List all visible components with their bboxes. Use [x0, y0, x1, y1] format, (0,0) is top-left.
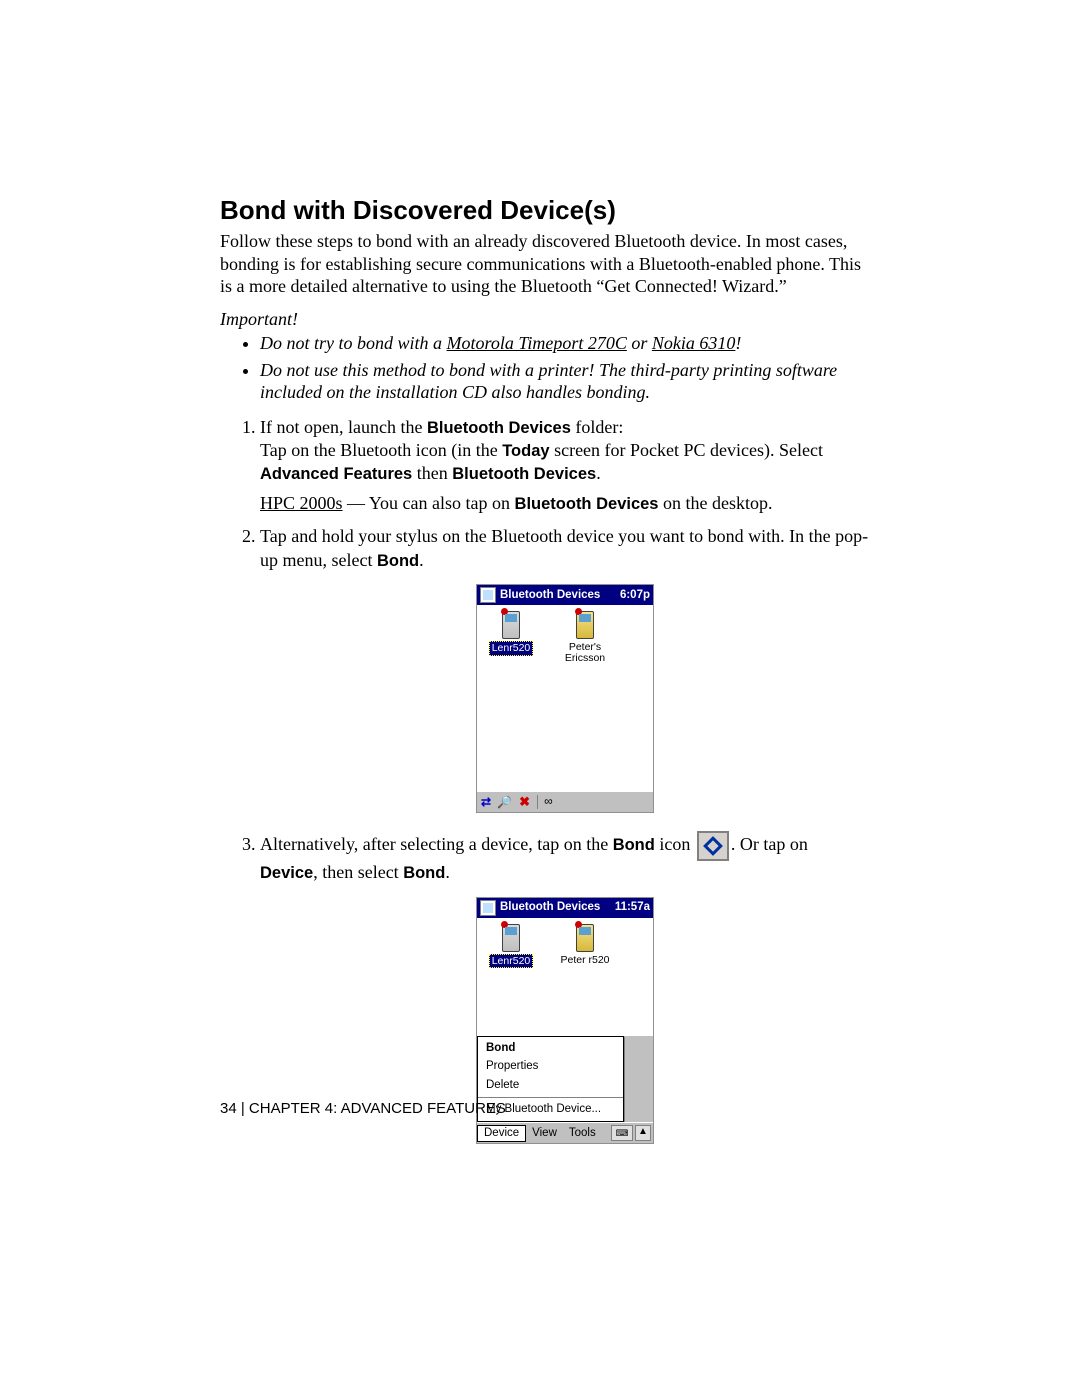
intro-paragraph: Follow these steps to bond with an alrea… — [220, 230, 870, 298]
text: If not open, launch the — [260, 417, 427, 437]
device-item[interactable]: Peter's Ericsson — [557, 611, 613, 664]
bold-text: Advanced Features — [260, 465, 412, 483]
text: . — [419, 550, 424, 570]
page-number: 34 — [220, 1100, 237, 1117]
text: . Or tap on — [731, 834, 808, 854]
text: on the desktop. — [658, 493, 772, 513]
text: . — [445, 862, 450, 882]
device-item[interactable]: Peter r520 — [557, 924, 613, 967]
bold-text: Bond — [613, 836, 655, 854]
step-2: Tap and hold your stylus on the Bluetoot… — [260, 525, 870, 813]
device-label: Peter's Ericsson — [563, 641, 607, 664]
text: | — [237, 1100, 249, 1117]
phone-icon — [576, 611, 594, 639]
text: icon — [655, 834, 691, 854]
text: Alternatively, after selecting a device,… — [260, 834, 613, 854]
delete-icon[interactable]: ✖ — [519, 796, 531, 808]
text: Tap and hold your stylus on the Bluetoot… — [260, 526, 868, 569]
screenshot-1: Bluetooth Devices 6:07p Lenr520 Peter's — [476, 584, 654, 813]
menu-item-bond[interactable]: Bond — [478, 1039, 623, 1058]
important-list: Do not try to bond with a Motorola Timep… — [220, 332, 870, 404]
section-heading: Bond with Discovered Device(s) — [220, 195, 870, 226]
menubar-view[interactable]: View — [526, 1126, 563, 1141]
device-label: Peter r520 — [558, 954, 611, 967]
menu-item-properties[interactable]: Properties — [478, 1057, 623, 1076]
clock: 6:07p — [620, 588, 650, 603]
phone-icon — [576, 924, 594, 952]
clock: 11:57a — [615, 900, 650, 915]
device-canvas: Lenr520 Peter's Ericsson — [477, 605, 653, 791]
bullet-item-2: Do not use this method to bond with a pr… — [260, 359, 870, 404]
step-3: Alternatively, after selecting a device,… — [260, 831, 870, 1144]
bullet-item-1: Do not try to bond with a Motorola Timep… — [260, 332, 870, 355]
link-nokia: Nokia 6310 — [652, 333, 736, 353]
window-icon — [480, 587, 496, 603]
menubar-device[interactable]: Device — [477, 1125, 526, 1142]
screenshot-1-titlebar: Bluetooth Devices 6:07p — [477, 585, 653, 605]
bold-text: Bond — [403, 864, 445, 882]
separator — [537, 795, 538, 809]
device-label: Lenr520 — [489, 954, 534, 969]
steps-list: If not open, launch the Bluetooth Device… — [220, 416, 870, 1145]
bond-toolbar-icon — [697, 831, 729, 861]
page-footer: 34 | CHAPTER 4: ADVANCED FEATURES — [220, 1100, 506, 1117]
menubar: Device View Tools ⌨ ▲ — [477, 1122, 653, 1143]
window-title: Bluetooth Devices — [500, 900, 600, 915]
window-title: Bluetooth Devices — [500, 588, 600, 603]
text: then — [412, 463, 452, 483]
bold-text: Bluetooth Devices — [452, 465, 596, 483]
infinity-icon[interactable]: ∞ — [544, 794, 553, 810]
device-item-selected[interactable]: Lenr520 — [483, 924, 539, 969]
up-arrow-icon[interactable]: ▲ — [635, 1125, 651, 1141]
phone-icon — [502, 924, 520, 952]
text: — You can also tap on — [343, 493, 515, 513]
chapter-label: CHAPTER 4: ADVANCED FEATURES — [249, 1100, 506, 1117]
bold-text: Bond — [377, 552, 419, 570]
device-canvas: Lenr520 Peter r520 — [477, 918, 653, 1036]
bond-icon[interactable]: ⇄ — [481, 795, 491, 809]
toolbar: ⇄ 🔎 ✖ ∞ — [477, 791, 653, 812]
keyboard-icon[interactable]: ⌨ — [611, 1125, 633, 1141]
search-icon[interactable]: 🔎 — [497, 795, 513, 809]
bold-text: Bluetooth Devices — [515, 495, 659, 513]
menu-item-delete[interactable]: Delete — [478, 1076, 623, 1095]
screenshot-2-titlebar: Bluetooth Devices 11:57a — [477, 898, 653, 918]
document-page: Bond with Discovered Device(s) Follow th… — [0, 0, 1080, 1397]
step-1: If not open, launch the Bluetooth Device… — [260, 416, 870, 516]
text: Tap on the Bluetooth icon (in the — [260, 440, 502, 460]
link-hpc: HPC 2000s — [260, 493, 343, 513]
menubar-tools[interactable]: Tools — [563, 1126, 602, 1141]
device-label: Lenr520 — [489, 641, 534, 656]
text: . — [596, 463, 601, 483]
screenshot-1-wrap: Bluetooth Devices 6:07p Lenr520 Peter's — [260, 584, 870, 813]
link-motorola: Motorola Timeport 270C — [447, 333, 627, 353]
bold-text: Bluetooth Devices — [427, 419, 571, 437]
text: Do not try to bond with a — [260, 333, 447, 353]
text: folder: — [571, 417, 623, 437]
text: Ericsson — [565, 652, 605, 664]
important-label: Important! — [220, 308, 870, 331]
text: , then select — [313, 862, 403, 882]
device-item-selected[interactable]: Lenr520 — [483, 611, 539, 656]
text: or — [627, 333, 652, 353]
step-1-hpc-note: HPC 2000s — You can also tap on Bluetoot… — [260, 492, 870, 515]
text: ! — [735, 333, 741, 353]
phone-icon — [502, 611, 520, 639]
text: screen for Pocket PC devices). Select — [550, 440, 823, 460]
menu-separator — [478, 1097, 623, 1098]
window-icon — [480, 900, 496, 916]
bold-text: Today — [502, 442, 549, 460]
bold-text: Device — [260, 864, 313, 882]
